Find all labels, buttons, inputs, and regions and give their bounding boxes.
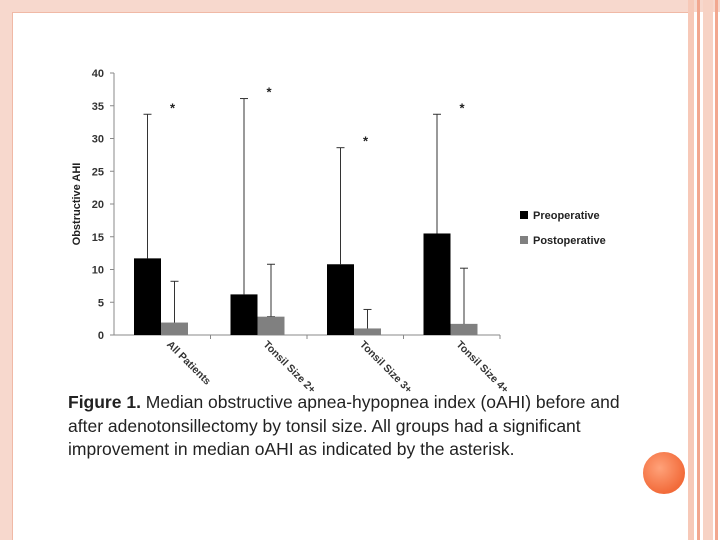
bar-chart: 0 5 10 15 20 25 30 35 40 Obstructive AHI * All Pati… xyxy=(71,68,606,396)
x-category-label: Tonsil Size 2+ xyxy=(261,339,318,396)
y-tick-label: 20 xyxy=(92,199,104,211)
y-tick-label: 30 xyxy=(92,134,104,146)
bar-postoperative xyxy=(257,316,285,335)
legend-swatch xyxy=(520,236,528,244)
slide-inner-border xyxy=(12,12,694,540)
y-axis-title: Obstructive AHI xyxy=(71,163,83,246)
decorative-stripe xyxy=(688,0,694,540)
significance-asterisk: * xyxy=(266,85,272,100)
y-tick-label: 5 xyxy=(98,297,104,309)
figure-caption-text: Median obstructive apnea-hypopnea index … xyxy=(68,392,620,459)
y-tick-label: 0 xyxy=(98,330,104,342)
y-tick-label: 10 xyxy=(92,265,104,277)
x-category-label: All Patients xyxy=(164,339,213,388)
bar-postoperative xyxy=(354,328,381,335)
legend-label: Preoperative xyxy=(533,210,600,222)
significance-asterisk: * xyxy=(170,100,176,115)
decorative-stripe xyxy=(697,0,700,540)
significance-asterisk: * xyxy=(459,100,465,115)
legend-swatch xyxy=(520,211,528,219)
y-tick-label: 40 xyxy=(92,68,104,80)
bar-preoperative xyxy=(423,233,451,335)
decorative-stripe xyxy=(715,0,718,540)
figure-caption: Figure 1. Median obstructive apnea-hypop… xyxy=(68,391,628,462)
accent-circle xyxy=(641,450,687,496)
x-category-label: Tonsil Size 3+ xyxy=(357,339,414,396)
significance-asterisk: * xyxy=(363,134,369,149)
decorative-stripe xyxy=(703,0,713,540)
bar-preoperative xyxy=(230,294,258,335)
x-category-label: Tonsil Size 4+ xyxy=(454,339,511,396)
y-tick-label: 25 xyxy=(92,166,104,178)
y-tick-label: 35 xyxy=(92,101,104,113)
bar-preoperative xyxy=(134,258,161,335)
bar-postoperative xyxy=(161,322,188,335)
bar-postoperative xyxy=(450,323,478,335)
y-tick-label: 15 xyxy=(92,232,104,244)
bar-preoperative xyxy=(327,264,354,335)
legend-label: Postoperative xyxy=(533,235,606,247)
figure-label: Figure 1. xyxy=(68,392,141,412)
